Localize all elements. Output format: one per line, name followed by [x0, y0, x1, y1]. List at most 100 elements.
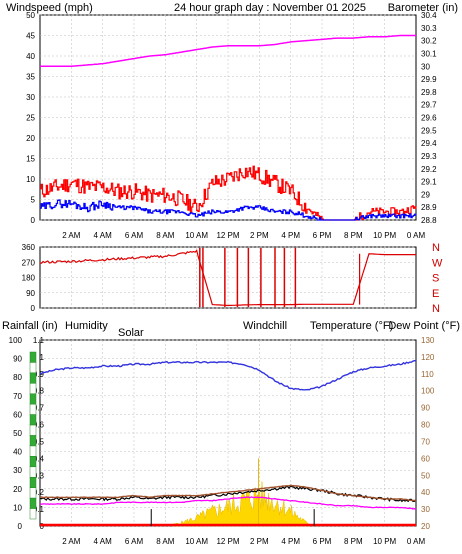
- multi-time-label-4: 10 AM: [185, 537, 208, 546]
- rain-gauge-segment-1: [29, 362, 37, 374]
- rain-tick-3: 0.8: [33, 387, 45, 396]
- multi-time-label-2: 6 AM: [125, 537, 144, 546]
- barometer-axis-title: Barometer (in): [388, 2, 458, 14]
- temperature-tick-5: 80: [421, 421, 430, 430]
- humidity-tick-4: 60: [13, 410, 22, 419]
- compass-label-3: E: [432, 288, 439, 300]
- humidity-tick-8: 20: [13, 485, 22, 494]
- direction-y-tick-3: 90: [26, 289, 35, 298]
- wind-time-label-4: 10 AM: [185, 231, 208, 240]
- multi-time-label-5: 12 PM: [216, 537, 239, 546]
- rain-gauge: [29, 351, 37, 520]
- wind-barometer-panel: 5045403530252015105030.430.330.230.13029…: [26, 11, 437, 240]
- temperature-tick-4: 90: [421, 404, 430, 413]
- temperature-tick-10: 30: [421, 505, 430, 514]
- wind-y-tick-10: 0: [31, 216, 36, 225]
- solar-legend: Solar: [118, 327, 144, 339]
- temperature-tick-6: 70: [421, 437, 430, 446]
- barometer-tick-5: 29.9: [421, 75, 437, 84]
- wind-time-label-7: 4 PM: [281, 231, 300, 240]
- multi-time-label-1: 4 AM: [94, 537, 113, 546]
- rain-tick-1: 1: [40, 353, 45, 362]
- multi-time-label-7: 4 PM: [281, 537, 300, 546]
- humidity-tick-0: 100: [9, 336, 23, 345]
- wind-y-tick-5: 25: [26, 114, 35, 123]
- humidity-legend: Humidity: [65, 320, 108, 332]
- direction-y-tick-0: 360: [22, 243, 36, 252]
- rain-gauge-segment-11: [29, 466, 37, 478]
- direction-y-tick-1: 270: [22, 258, 36, 267]
- rain-tick-6: 0.5: [33, 437, 45, 446]
- rain-tick-4: 0.7: [33, 404, 45, 413]
- wind-average-line: [40, 199, 417, 221]
- windchill-legend: Windchill: [243, 320, 287, 332]
- barometer-tick-10: 29.4: [421, 139, 437, 148]
- rainfall-legend: Rainfall (in): [2, 320, 58, 332]
- rain-gauge-segment-7: [29, 424, 37, 436]
- barometer-tick-0: 30.4: [421, 11, 437, 20]
- humidity-tick-2: 80: [13, 373, 22, 382]
- wind-time-label-1: 4 AM: [94, 231, 113, 240]
- wind-y-tick-7: 15: [26, 155, 35, 164]
- rain-gauge-segment-2: [29, 372, 37, 384]
- barometer-tick-14: 29: [421, 190, 430, 199]
- rain-gauge-segment-3: [29, 383, 37, 394]
- rain-tick-0: 1.1: [33, 336, 45, 345]
- wind-y-tick-1: 45: [26, 32, 35, 41]
- temperature-tick-8: 50: [421, 471, 430, 480]
- temperature-line: [39, 484, 417, 502]
- barometer-tick-9: 29.5: [421, 126, 437, 135]
- rain-gauge-segment-12: [29, 477, 37, 488]
- barometer-tick-11: 29.3: [421, 152, 437, 161]
- rain-gauge-segment-14: [29, 497, 37, 509]
- wind-time-label-10: 10 PM: [373, 231, 396, 240]
- rain-tick-9: 0.2: [33, 488, 45, 497]
- direction-y-tick-2: 180: [22, 274, 36, 283]
- dewpoint-legend: Dew Point (°F): [388, 320, 460, 332]
- rain-gauge-segment-8: [29, 435, 37, 447]
- multi-time-label-8: 6 PM: [313, 537, 332, 546]
- rain-tick-10: 0.1: [33, 505, 45, 514]
- wind-y-tick-3: 35: [26, 73, 35, 82]
- compass-label-1: W: [432, 257, 443, 269]
- solar-area: [172, 481, 310, 527]
- windspeed-axis-title: Windspeed (mph): [6, 2, 93, 14]
- barometer-tick-8: 29.6: [421, 114, 437, 123]
- humidity-tick-3: 70: [13, 392, 22, 401]
- rain-gauge-segment-13: [29, 487, 37, 499]
- rain-tick-7: 0.4: [33, 454, 45, 463]
- rain-tick-5: 0.6: [33, 421, 45, 430]
- multi-time-label-0: 2 AM: [62, 537, 81, 546]
- barometer-tick-15: 28.9: [421, 203, 437, 212]
- humidity-tick-7: 30: [13, 466, 22, 475]
- temperature-tick-0: 130: [421, 336, 435, 345]
- temperature-legend: Temperature (°F): [310, 320, 393, 332]
- multi-panel: 10090807060504030201001.110.90.80.70.60.…: [9, 336, 435, 546]
- multi-time-label-9: 8 PM: [344, 537, 363, 546]
- humidity-tick-10: 0: [18, 522, 23, 531]
- rain-tick-11: 0: [40, 522, 45, 531]
- barometer-tick-4: 30: [421, 62, 430, 71]
- wind-direction-line: [39, 249, 416, 307]
- barometer-tick-12: 29.2: [421, 165, 437, 174]
- dewpoint-line: [39, 496, 417, 510]
- temperature-tick-1: 120: [421, 353, 435, 362]
- wind-time-label-0: 2 AM: [62, 231, 81, 240]
- wind-time-label-8: 6 PM: [313, 231, 332, 240]
- multi-time-label-10: 10 PM: [373, 537, 396, 546]
- rain-tick-2: 0.9: [33, 370, 45, 379]
- wind-time-label-6: 2 PM: [250, 231, 269, 240]
- humidity-tick-9: 10: [13, 503, 22, 512]
- compass-label-2: S: [432, 273, 439, 285]
- wind-time-label-3: 8 AM: [156, 231, 175, 240]
- temperature-tick-3: 100: [421, 387, 435, 396]
- barometer-tick-13: 29.1: [421, 178, 437, 187]
- wind-y-tick-4: 30: [26, 93, 35, 102]
- barometer-tick-16: 28.8: [421, 216, 437, 225]
- wind-y-tick-9: 5: [31, 196, 36, 205]
- humidity-tick-1: 90: [13, 355, 22, 364]
- humidity-tick-6: 40: [13, 448, 22, 457]
- barometer-tick-6: 29.8: [421, 88, 437, 97]
- graph-date-title: 24 hour graph day : November 01 2025: [174, 2, 366, 14]
- barometer-tick-3: 30.1: [421, 49, 437, 58]
